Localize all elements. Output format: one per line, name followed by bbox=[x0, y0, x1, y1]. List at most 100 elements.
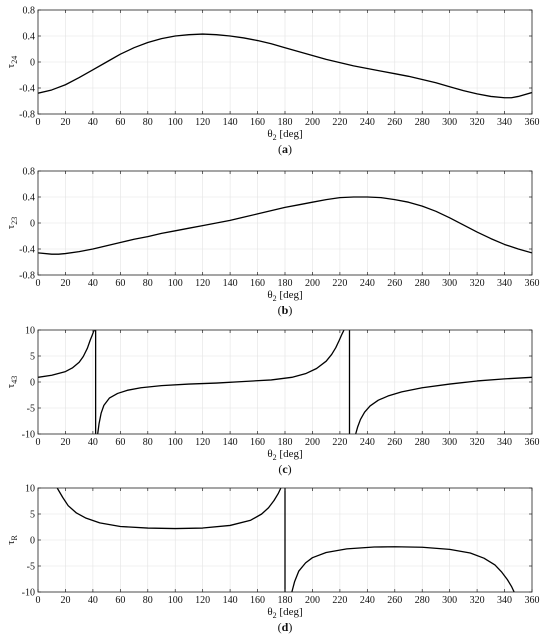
x-tick-label: 280 bbox=[415, 117, 430, 128]
x-tick-label: 40 bbox=[88, 117, 98, 128]
x-tick-label: 220 bbox=[332, 437, 347, 448]
y-axis-label: τR bbox=[5, 534, 19, 544]
series-line-1 bbox=[97, 330, 345, 434]
x-tick-label: 20 bbox=[60, 278, 70, 289]
x-tick-label: 200 bbox=[305, 595, 320, 606]
y-tick-label: 0.8 bbox=[23, 167, 36, 178]
x-tick-label: 200 bbox=[305, 437, 320, 448]
x-tick-label: 340 bbox=[497, 437, 512, 448]
y-tick-label: 0.4 bbox=[23, 193, 36, 204]
x-tick-label: 0 bbox=[36, 595, 41, 606]
panel-caption: (b) bbox=[278, 303, 293, 317]
y-tick-label: -0.4 bbox=[19, 245, 35, 256]
y-tick-label: 0 bbox=[30, 219, 35, 230]
x-tick-label: 0 bbox=[36, 278, 41, 289]
y-tick-label: 0 bbox=[30, 536, 35, 547]
series-line-2 bbox=[355, 376, 532, 434]
x-tick-label: 180 bbox=[278, 278, 293, 289]
x-tick-label: 340 bbox=[497, 117, 512, 128]
series-line-0 bbox=[56, 488, 282, 530]
x-tick-label: 140 bbox=[223, 278, 238, 289]
panel-b: 0 20 40 60 80 100 120 140 160 180 200 220 240 260 280 3… bbox=[5, 167, 540, 318]
series-line-1 bbox=[291, 546, 515, 592]
x-tick-label: 80 bbox=[143, 595, 153, 606]
y-tick-label: 5 bbox=[30, 352, 35, 363]
x-axis-label: θ2 [deg] bbox=[267, 289, 302, 303]
x-tick-label: 300 bbox=[442, 117, 457, 128]
x-tick-label: 140 bbox=[223, 437, 238, 448]
y-axis-label: τ43 bbox=[5, 376, 19, 388]
y-tick-label: 10 bbox=[25, 484, 35, 495]
x-tick-label: 360 bbox=[525, 117, 540, 128]
y-tick-label: 0.4 bbox=[23, 32, 36, 43]
x-tick-label: 20 bbox=[60, 595, 70, 606]
x-tick-label: 360 bbox=[525, 437, 540, 448]
y-tick-label: -0.4 bbox=[19, 84, 35, 95]
x-tick-label: 60 bbox=[115, 117, 125, 128]
x-tick-label: 80 bbox=[143, 437, 153, 448]
x-tick-label: 340 bbox=[497, 595, 512, 606]
x-tick-label: 360 bbox=[525, 278, 540, 289]
x-tick-label: 160 bbox=[250, 278, 265, 289]
x-tick-label: 260 bbox=[387, 117, 402, 128]
x-tick-label: 140 bbox=[223, 595, 238, 606]
x-tick-label: 40 bbox=[88, 278, 98, 289]
x-tick-label: 100 bbox=[168, 278, 183, 289]
x-axis-label: θ2 [deg] bbox=[267, 606, 302, 620]
y-tick-label: -10 bbox=[22, 430, 35, 441]
x-tick-label: 120 bbox=[195, 595, 210, 606]
panel-a: 0 20 40 60 80 100 120 140 160 180 200 220 240 260 280 3… bbox=[5, 6, 540, 157]
x-tick-label: 60 bbox=[115, 437, 125, 448]
x-tick-label: 80 bbox=[143, 117, 153, 128]
x-tick-label: 240 bbox=[360, 278, 375, 289]
x-tick-label: 260 bbox=[387, 437, 402, 448]
y-tick-label: -10 bbox=[22, 588, 35, 599]
x-tick-label: 160 bbox=[250, 437, 265, 448]
x-tick-label: 240 bbox=[360, 595, 375, 606]
x-tick-label: 80 bbox=[143, 278, 153, 289]
panel-caption: (a) bbox=[278, 142, 292, 156]
x-tick-label: 180 bbox=[278, 117, 293, 128]
x-tick-label: 320 bbox=[470, 117, 485, 128]
x-tick-label: 200 bbox=[305, 278, 320, 289]
x-tick-label: 300 bbox=[442, 595, 457, 606]
x-tick-label: 120 bbox=[195, 117, 210, 128]
x-tick-label: 140 bbox=[223, 117, 238, 128]
y-tick-label: 5 bbox=[30, 510, 35, 521]
panel-caption: (c) bbox=[278, 462, 291, 476]
y-axis-label: τ23 bbox=[5, 217, 19, 229]
y-tick-label: 10 bbox=[25, 326, 35, 337]
x-tick-label: 120 bbox=[195, 278, 210, 289]
x-tick-label: 220 bbox=[332, 278, 347, 289]
x-tick-label: 60 bbox=[115, 595, 125, 606]
y-axis-label: τ24 bbox=[5, 56, 19, 68]
x-tick-label: 100 bbox=[168, 117, 183, 128]
x-tick-label: 0 bbox=[36, 437, 41, 448]
y-tick-label: -5 bbox=[27, 562, 35, 573]
series-line-0 bbox=[38, 330, 96, 378]
x-tick-label: 320 bbox=[470, 278, 485, 289]
x-tick-label: 20 bbox=[60, 117, 70, 128]
x-tick-label: 180 bbox=[278, 437, 293, 448]
x-tick-label: 280 bbox=[415, 595, 430, 606]
x-tick-label: 120 bbox=[195, 437, 210, 448]
x-tick-label: 60 bbox=[115, 278, 125, 289]
y-tick-label: -0.8 bbox=[19, 110, 35, 121]
y-tick-label: -5 bbox=[27, 404, 35, 415]
x-tick-label: 100 bbox=[168, 595, 183, 606]
x-tick-label: 260 bbox=[387, 595, 402, 606]
x-tick-label: 160 bbox=[250, 117, 265, 128]
y-tick-label: -0.8 bbox=[19, 271, 35, 282]
panel-caption: (d) bbox=[278, 620, 293, 634]
x-tick-label: 260 bbox=[387, 278, 402, 289]
x-tick-label: 0 bbox=[36, 117, 41, 128]
x-tick-label: 360 bbox=[525, 595, 540, 606]
series-line-0 bbox=[38, 33, 532, 99]
x-tick-label: 280 bbox=[415, 278, 430, 289]
panel-d: 0 20 40 60 80 100 120 140 160 180 200 220 240 260 280 3… bbox=[5, 484, 540, 635]
y-tick-label: 0 bbox=[30, 378, 35, 389]
y-tick-label: 0.8 bbox=[23, 6, 36, 17]
x-tick-label: 220 bbox=[332, 595, 347, 606]
x-tick-label: 200 bbox=[305, 117, 320, 128]
